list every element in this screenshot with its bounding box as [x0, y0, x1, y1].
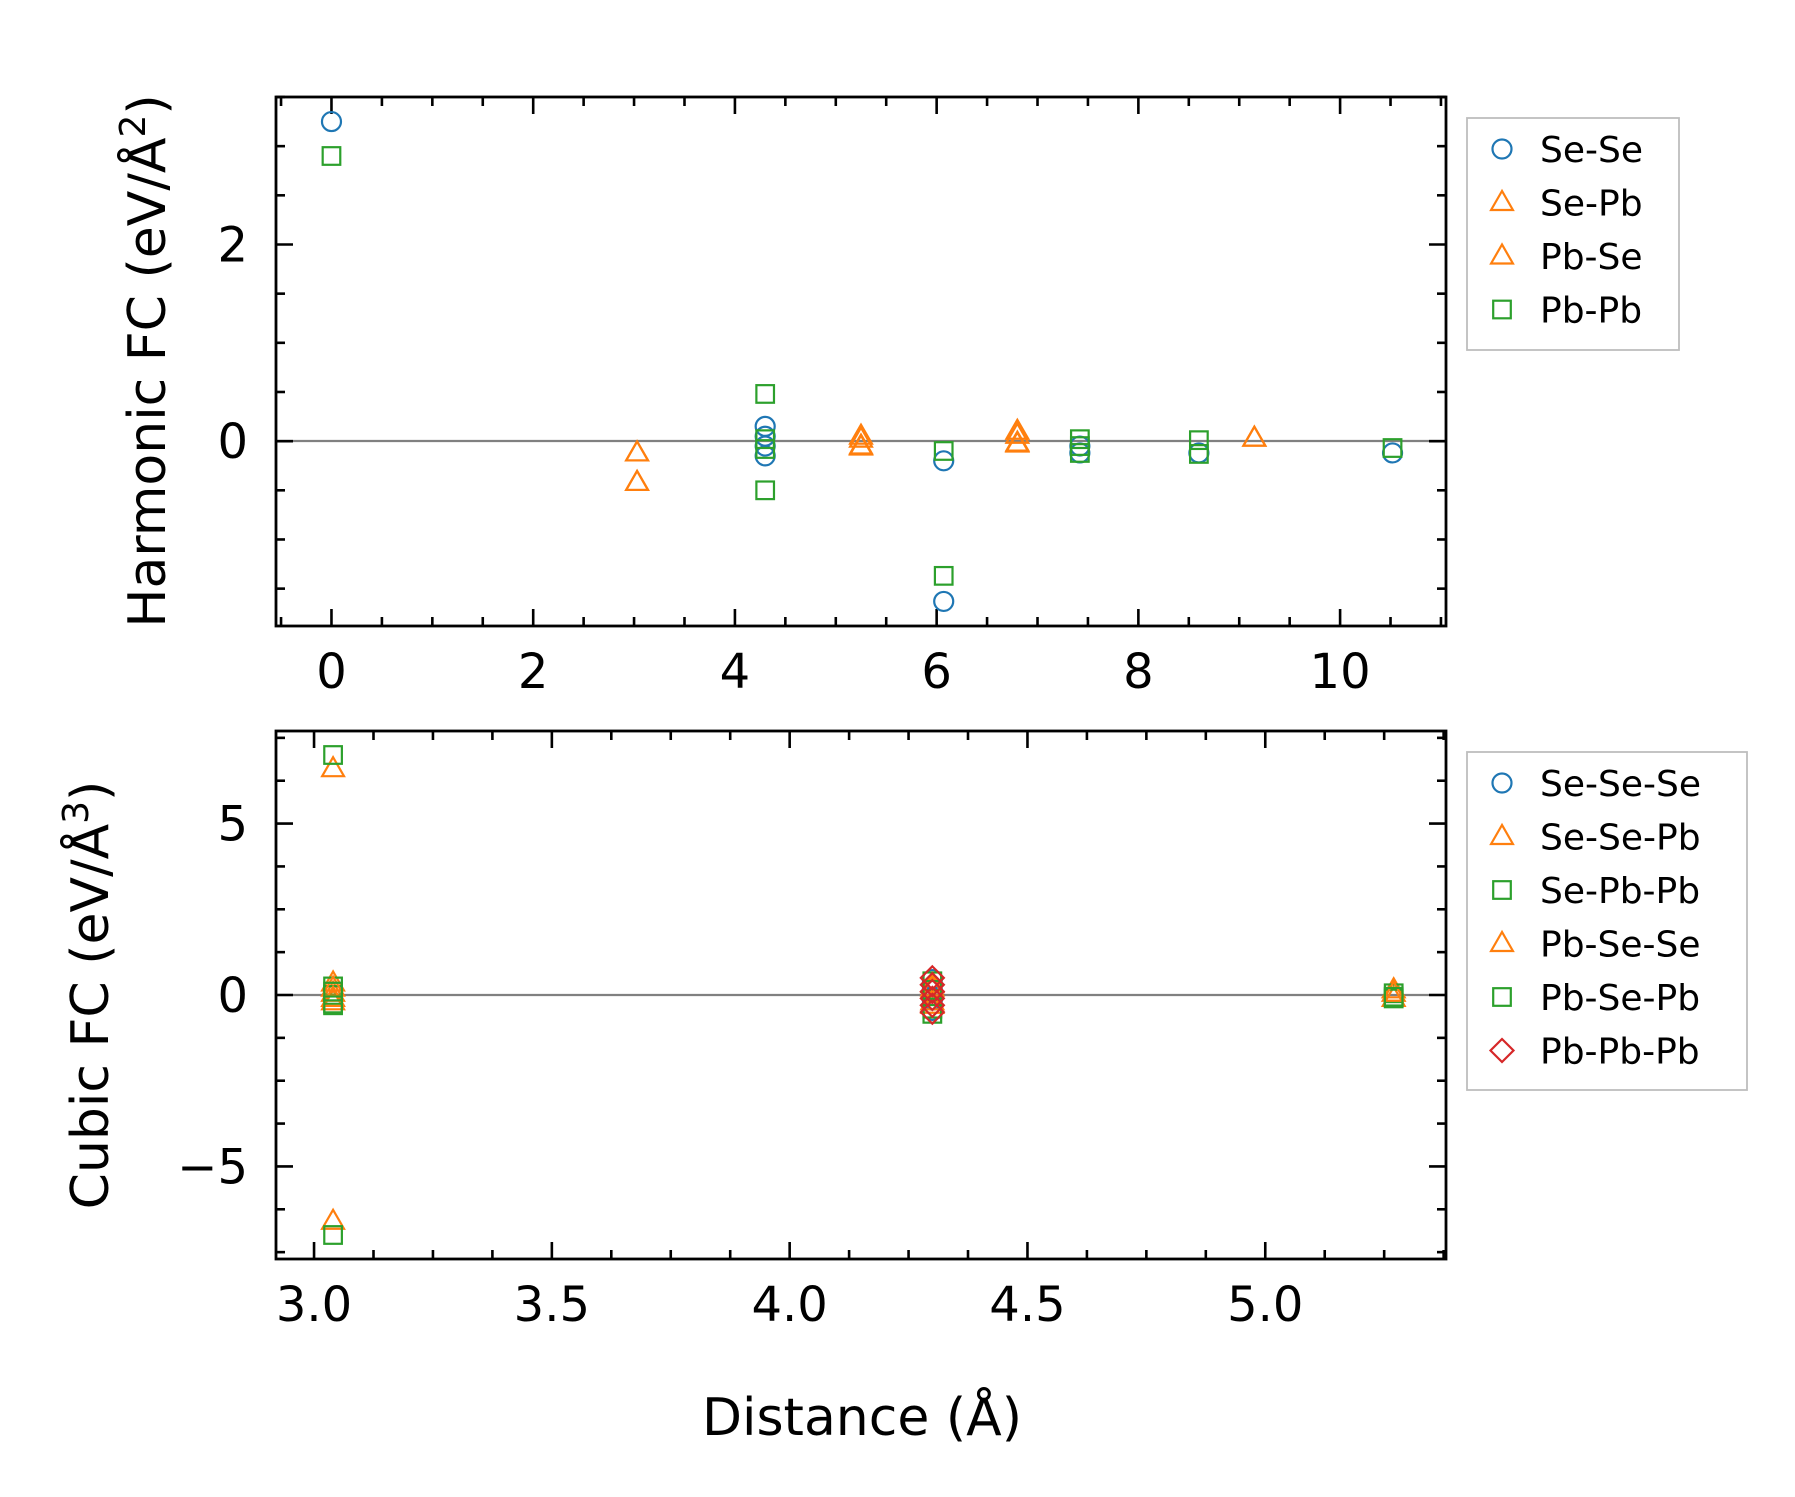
data-point-pb-se-se — [1380, 979, 1407, 1002]
x-tick-label: 4.0 — [751, 1277, 827, 1333]
data-point-pb-se — [624, 468, 650, 492]
legend-label: Se-Se — [1540, 130, 1643, 171]
data-point-se-se — [320, 110, 343, 133]
legend-label: Pb-Pb — [1540, 291, 1642, 332]
legend-label: Se-Pb — [1540, 184, 1643, 225]
legend-marker-pb-se-se — [1489, 929, 1515, 953]
x-tick-label: 8 — [1123, 644, 1154, 700]
data-point-pb-se-pb — [323, 981, 343, 1002]
data-point-pb-pb — [933, 441, 954, 461]
harmonic-data-points — [320, 110, 1404, 613]
harmonic-legend-frame — [1466, 117, 1680, 351]
data-point-pb-se — [1241, 424, 1268, 447]
legend-marker-pb-pb-pb — [1488, 1037, 1516, 1064]
data-point-se-se-pb — [320, 755, 346, 778]
x-tick-label: 4.5 — [989, 1277, 1065, 1333]
x-tick-label: 6 — [921, 644, 952, 700]
data-point-se-se-pb — [320, 1207, 346, 1230]
harmonic-y-axis-title: Harmonic FC (eV/Å2) — [113, 94, 178, 627]
harmonic-legend: Se-Se Se-Pb Pb-Se Pb-Pb — [1466, 117, 1680, 351]
legend-label: Pb-Pb-Pb — [1540, 1032, 1700, 1073]
x-tick-label: 3.5 — [514, 1277, 590, 1333]
data-point-pb-se — [848, 425, 874, 448]
y-tick-label: 0 — [217, 414, 248, 470]
legend-label: Pb-Se-Pb — [1540, 978, 1700, 1019]
data-point-pb-pb-pb — [919, 992, 946, 1019]
data-point-pb-pb-pb — [919, 999, 946, 1026]
data-point-pb-pb — [755, 439, 776, 459]
cubic-legend-frame — [1466, 751, 1748, 1091]
data-point-pb-pb — [1382, 438, 1403, 458]
data-point-pb-pb-pb — [919, 964, 946, 991]
data-point-pb-pb — [1188, 444, 1209, 464]
data-point-pb-pb-pb — [919, 971, 946, 998]
data-point-se-pb-pb — [323, 745, 343, 765]
data-point-se-se — [933, 590, 955, 613]
data-point-se-pb — [624, 439, 650, 462]
cubic-legend-items: Se-Se-Se Se-Se-Pb Se-Pb-Pb Pb-Se-Se Pb-Se-Pb… — [1488, 764, 1701, 1073]
data-point-pb-se — [1004, 429, 1031, 452]
cubic-panel: 3.0 3.5 4.0 4.5 5.0 −5 0 5 Cubic FC (eV/Å3) Se-… — [56, 729, 1748, 1333]
data-point-pb-se — [624, 439, 650, 462]
cubic-plot-frame — [274, 729, 1448, 1261]
data-point-pb-pb — [933, 565, 954, 586]
legend-marker-se-pb — [1489, 188, 1515, 212]
legend-marker-se-se-se — [1491, 772, 1513, 794]
cubic-data-points — [320, 745, 1407, 1245]
y-tick-label: 2 — [217, 217, 248, 273]
legend-marker-pb-se-pb — [1492, 987, 1512, 1007]
x-tick-label: 2 — [518, 644, 549, 700]
cubic-ticks — [276, 731, 1446, 1259]
legend-marker-pb-se — [1489, 242, 1515, 265]
harmonic-legend-items: Se-Se Se-Pb Pb-Se Pb-Pb — [1489, 130, 1643, 332]
data-point-pb-pb-pb — [919, 985, 946, 1012]
legend-label: Se-Pb-Pb — [1540, 871, 1700, 912]
data-point-se-pb-pb — [323, 1225, 343, 1245]
legend-label: Se-Se-Pb — [1540, 818, 1701, 859]
x-tick-label: 0 — [316, 644, 347, 700]
legend-marker-se-se — [1491, 138, 1513, 160]
legend-label: Pb-Se — [1540, 237, 1643, 278]
legend-label: Pb-Se-Se — [1540, 925, 1701, 966]
data-point-pb-pb — [321, 146, 342, 166]
data-point-pb-pb — [755, 480, 776, 501]
harmonic-tick-labels: 0 2 4 6 8 10 0 2 — [217, 217, 1370, 700]
data-point-pb-se-pb — [1383, 986, 1404, 1007]
harmonic-ticks — [276, 95, 1446, 626]
x-tick-label: 3.0 — [276, 1277, 352, 1333]
data-point-pb-pb — [755, 384, 776, 404]
cubic-legend: Se-Se-Se Se-Se-Pb Se-Pb-Pb Pb-Se-Se Pb-Se-Pb… — [1466, 751, 1748, 1091]
data-point-se-pb — [848, 422, 874, 445]
legend-label: Se-Se-Se — [1540, 764, 1701, 805]
legend-marker-se-pb-pb — [1492, 880, 1512, 900]
data-point-se-se — [1188, 442, 1210, 464]
y-tick-label: 0 — [217, 968, 248, 1024]
y-tick-label: 5 — [217, 797, 248, 853]
data-point-pb-se-pb — [323, 995, 343, 1016]
data-point-pb-se — [1004, 421, 1031, 444]
data-point-se-pb — [624, 468, 650, 492]
data-point-pb-pb — [1188, 430, 1209, 451]
data-point-pb-pb — [1069, 443, 1090, 463]
x-tick-label: 5.0 — [1227, 1277, 1303, 1333]
x-axis-title: Distance (Å) — [702, 1386, 1022, 1448]
data-point-pb-pb-pb — [919, 978, 946, 1005]
data-point-se-pb — [1004, 417, 1031, 440]
harmonic-panel: 0 2 4 6 8 10 0 2 Harmonic FC (eV/Å2) Se-Se Se-Pb… — [113, 94, 1680, 700]
harmonic-plot-frame — [274, 95, 1448, 628]
cubic-tick-labels: 3.0 3.5 4.0 4.5 5.0 −5 0 5 — [177, 797, 1303, 1333]
legend-marker-se-se-pb — [1489, 822, 1515, 846]
cubic-y-axis-title: Cubic FC (eV/Å3) — [56, 781, 121, 1210]
data-point-pb-se — [848, 433, 874, 456]
data-point-se-se — [1381, 442, 1404, 464]
legend-marker-pb-pb — [1492, 299, 1512, 320]
y-tick-label: −5 — [177, 1139, 248, 1195]
data-point-se-pb — [1241, 424, 1268, 447]
x-tick-label: 10 — [1310, 644, 1371, 700]
x-tick-label: 4 — [720, 644, 751, 700]
